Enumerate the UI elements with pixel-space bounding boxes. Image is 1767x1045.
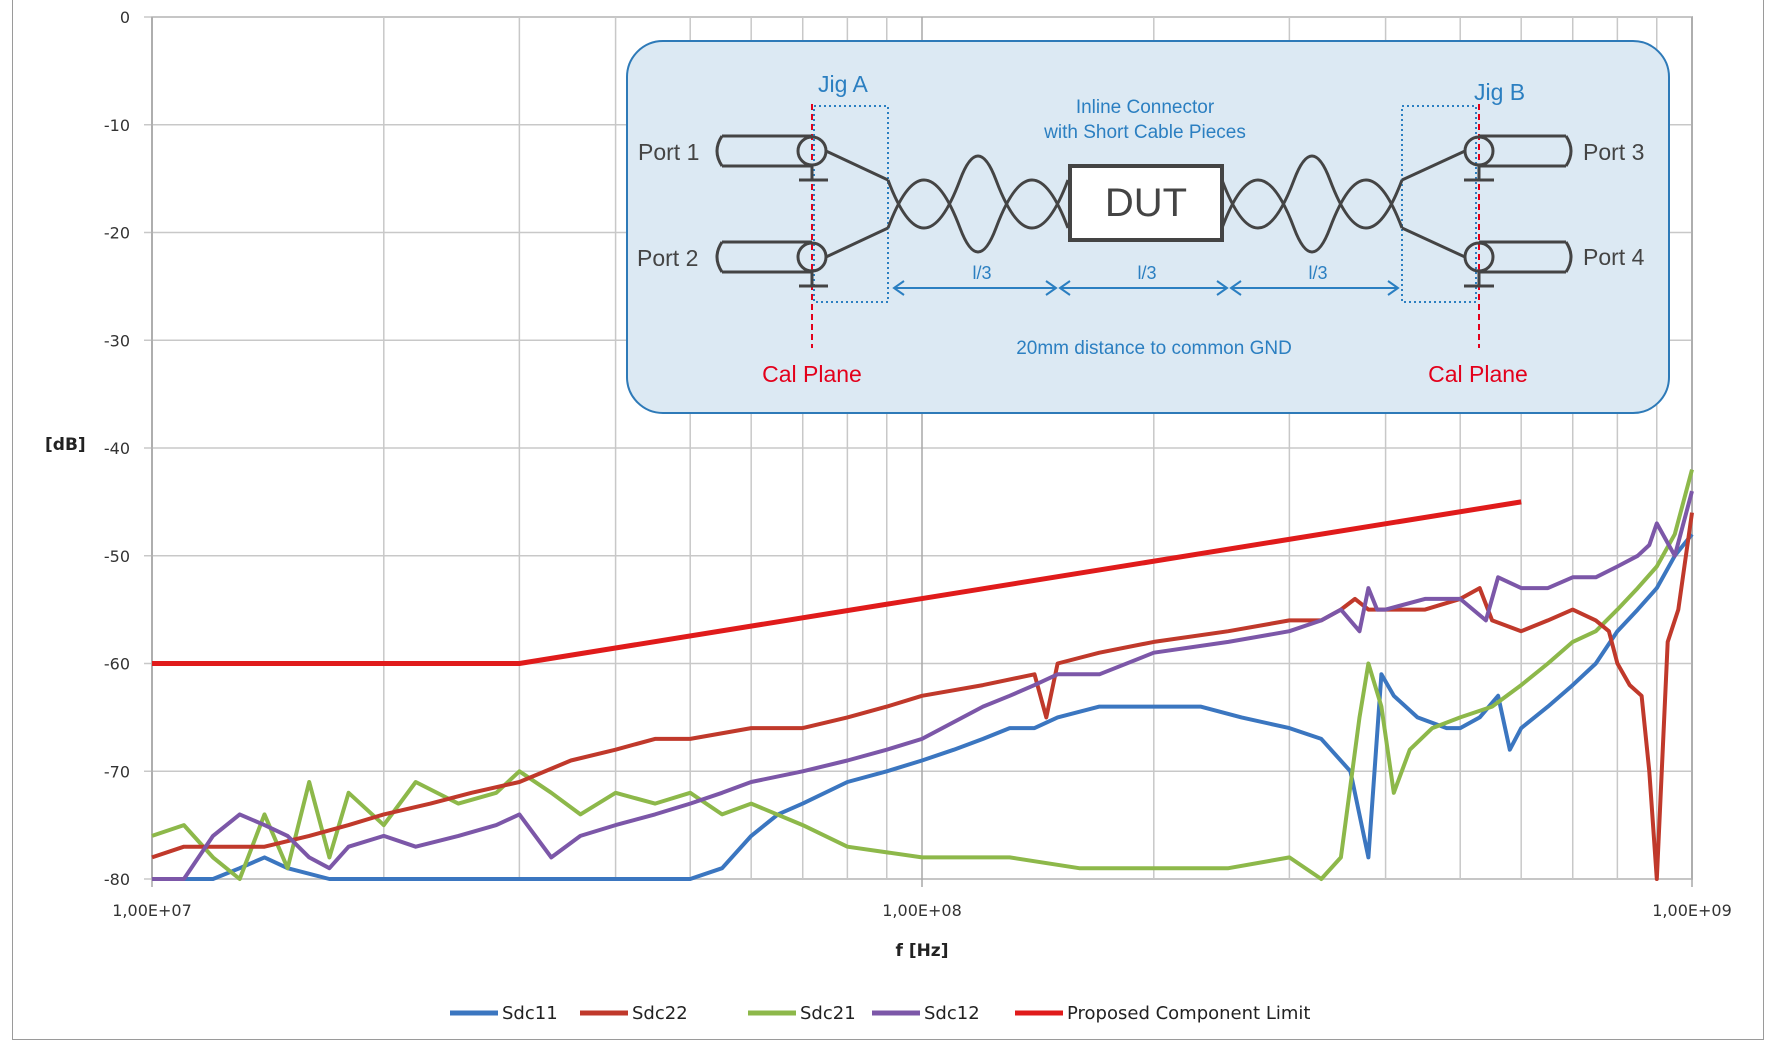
x-tick-label: 1,00E+09 [1652,901,1732,920]
legend-label: Sdc12 [924,1003,980,1024]
legend-label: Proposed Component Limit [1067,1003,1310,1024]
y-tick-label: -70 [104,762,130,781]
port-2-connector [715,240,828,288]
series-line-sdc11 [152,532,1694,881]
connector-label-line1: Inline Connector [1076,97,1215,118]
legend-item: Sdc12 [872,1003,980,1024]
series-line-sdc21 [151,469,1694,881]
port-2-label: Port 2 [637,245,698,271]
y-tick-label: -60 [104,655,130,674]
series-line-sdc22 [151,512,1694,881]
chart-frame [12,0,1764,1040]
length-arrows [892,280,1400,296]
legend: Sdc11 Sdc22 Sdc21 Sdc12 Proposed Component L… [450,1003,1310,1024]
legend-label: Sdc22 [632,1003,688,1024]
x-tick-label: 1,00E+08 [882,901,962,920]
jig-b-box [1401,105,1477,303]
jig-b-label: Jig B [1474,79,1525,105]
y-tick-label: -80 [104,870,130,889]
distance-note: 20mm distance to common GND [1016,338,1292,359]
y-tick-label: 0 [120,8,130,27]
legend-label: Sdc11 [502,1003,558,1024]
legend-item: Sdc22 [580,1003,688,1024]
y-tick-label: -50 [104,547,130,566]
legend-item: Sdc21 [748,1003,856,1024]
segment-label-3: l/3 [1308,263,1327,283]
segment-label-1: l/3 [972,263,991,283]
jig-a-box [813,105,889,303]
jig-a-label: Jig A [818,71,869,97]
y-tick-label: -10 [104,116,130,135]
dut-label: DUT [1105,181,1187,225]
series-line-sdc12 [152,490,1694,881]
port-4-label: Port 4 [1583,244,1645,270]
cal-plane-label-right: Cal Plane [1428,361,1528,387]
twisted-pair-right [1220,154,1404,254]
legend-item: Sdc11 [450,1003,558,1024]
y-tick-label: -40 [104,439,130,458]
series-line-proposed-component-limit [152,499,1522,666]
x-axis-title: f [Hz] [896,941,949,961]
y-tick-label: -20 [104,224,130,243]
x-tick-label: 1,00E+07 [112,901,192,920]
tick-labels: 0 -10 -20 -30 -40 -50 -60 -70 -80 1,00E+07 1,00E+0… [104,8,1732,920]
segment-label-2: l/3 [1137,263,1156,283]
port-1-label: Port 1 [638,139,699,165]
port-3-label: Port 3 [1583,139,1644,165]
twisted-pair-left [886,154,1070,254]
y-axis-title: [dB] [45,435,86,455]
jig-wires [825,149,1466,259]
cal-plane-label-left: Cal Plane [762,361,862,387]
series-layer [151,469,1694,881]
legend-label: Sdc21 [800,1003,856,1024]
dut-box [1068,164,1224,242]
connector-label-line2: with Short Cable Pieces [1043,122,1246,143]
inset-diagram: Jig A Jig B [626,40,1670,414]
y-tick-label: -30 [104,331,130,350]
legend-item: Proposed Component Limit [1015,1003,1310,1024]
port-3-connector [1463,134,1573,182]
